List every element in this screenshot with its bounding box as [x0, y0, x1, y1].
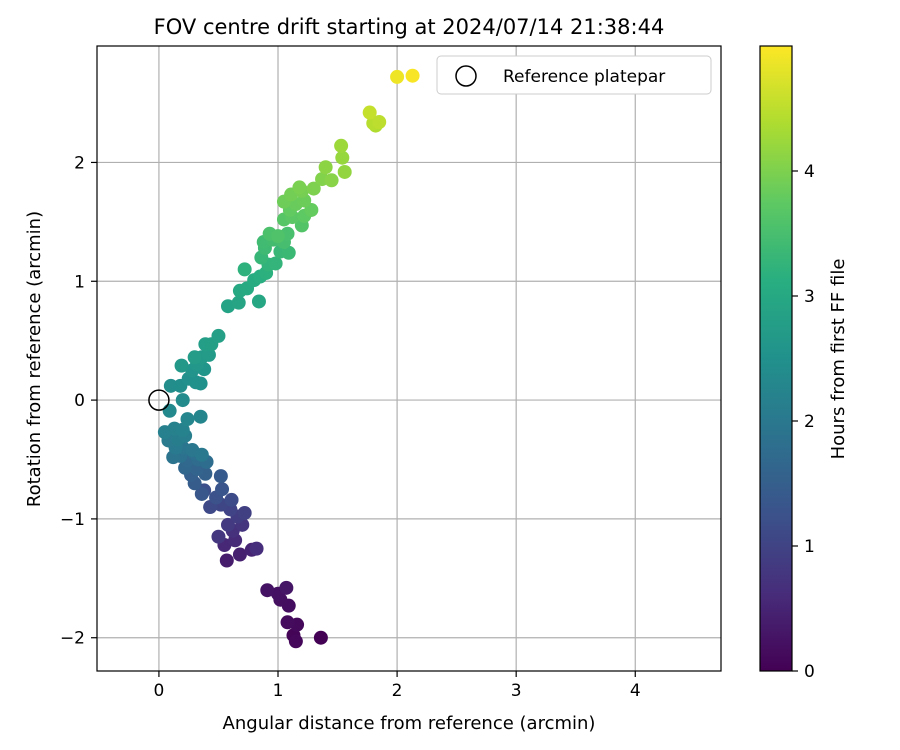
data-point: [362, 105, 377, 120]
data-point: [213, 469, 228, 484]
x-tick-label: 0: [154, 681, 165, 701]
data-point: [180, 412, 195, 427]
data-point: [220, 517, 235, 532]
colorbar: 0 1 2 3 4 Hours from first FF file: [759, 45, 849, 682]
data-point: [162, 403, 177, 418]
x-tick-label: 1: [273, 681, 284, 701]
data-point: [337, 164, 352, 179]
y-tick-label: 2: [74, 153, 85, 173]
plot-frame: [96, 45, 722, 672]
data-point: [318, 160, 333, 175]
data-point: [281, 245, 296, 260]
y-axis-label: Rotation from reference (arcmin): [24, 211, 45, 507]
colorbar-tick-label: 4: [804, 162, 815, 182]
data-point: [313, 630, 328, 645]
colorbar-ticks: 0 1 2 3 4: [792, 162, 815, 682]
data-point: [334, 138, 349, 153]
data-point: [219, 553, 234, 568]
colorbar-tick-label: 0: [804, 662, 815, 682]
data-point: [220, 299, 235, 314]
data-point: [224, 492, 239, 507]
data-point: [237, 262, 252, 277]
data-point: [251, 294, 266, 309]
data-point: [211, 328, 226, 343]
data-point: [280, 615, 295, 630]
y-tick-label: 1: [74, 272, 85, 292]
data-point: [390, 69, 405, 84]
data-point: [306, 181, 321, 196]
data-point: [175, 422, 190, 437]
legend-label-reference-platepar: Reference platepar: [503, 67, 665, 87]
chart-title: FOV centre drift starting at 2024/07/14 …: [154, 15, 665, 39]
data-point: [175, 393, 190, 408]
data-point: [335, 150, 350, 165]
x-axis-label: Angular distance from reference (arcmin): [223, 713, 596, 734]
legend-box: [436, 55, 712, 95]
y-tick-label: 0: [74, 391, 85, 411]
scatter-points: [157, 68, 420, 649]
colorbar-tick-label: 1: [804, 537, 815, 557]
colorbar-label: Hours from first FF file: [828, 259, 849, 460]
data-point: [194, 486, 209, 501]
data-point: [187, 350, 202, 365]
data-point: [288, 634, 303, 649]
colorbar-gradient: [759, 45, 793, 672]
data-point: [292, 180, 307, 195]
data-point: [324, 173, 339, 188]
data-point: [193, 409, 208, 424]
y-tick-label: −2: [60, 629, 85, 649]
data-point: [405, 68, 420, 83]
x-tick-label: 2: [392, 681, 403, 701]
x-axis-ticks: 0 1 2 3 4: [154, 671, 641, 701]
x-tick-label: 3: [511, 681, 522, 701]
data-point: [232, 547, 247, 562]
data-point: [194, 447, 209, 462]
data-point: [268, 256, 283, 271]
grid: [97, 46, 721, 671]
legend-marker-reference-platepar: [455, 65, 477, 87]
data-point: [237, 505, 252, 520]
data-point: [279, 580, 294, 595]
data-point: [271, 229, 286, 244]
data-point: [211, 529, 226, 544]
legend: Reference platepar: [436, 55, 712, 95]
data-point: [193, 376, 208, 391]
data-point: [304, 202, 319, 217]
data-point: [215, 482, 230, 497]
data-point: [249, 541, 264, 556]
data-point: [174, 358, 189, 373]
data-point: [231, 295, 246, 310]
x-tick-label: 4: [630, 681, 641, 701]
y-tick-label: −1: [60, 510, 85, 530]
data-point: [260, 583, 275, 598]
y-axis-ticks: −2 −1 0 1 2: [60, 153, 97, 649]
colorbar-tick-label: 2: [804, 412, 815, 432]
reference-platepar-marker: [148, 389, 170, 411]
data-point: [372, 115, 387, 130]
colorbar-tick-label: 3: [804, 287, 815, 307]
data-point: [201, 347, 216, 362]
